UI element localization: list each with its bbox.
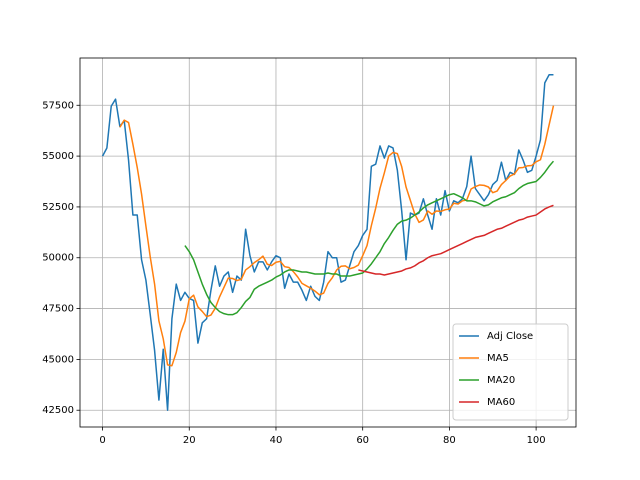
y-tick-label: 55000 bbox=[42, 151, 74, 162]
x-tick-label: 80 bbox=[443, 435, 456, 446]
series-line bbox=[119, 105, 555, 367]
legend-label: MA20 bbox=[487, 375, 515, 386]
y-tick-label: 42500 bbox=[42, 405, 74, 416]
series-line bbox=[101, 74, 554, 411]
legend-label: MA60 bbox=[487, 397, 515, 408]
y-tick-label: 57500 bbox=[42, 100, 74, 111]
series-line bbox=[358, 204, 554, 276]
y-tick-label: 45000 bbox=[42, 354, 74, 365]
x-tick-label: 100 bbox=[527, 435, 546, 446]
y-tick-label: 52500 bbox=[42, 202, 74, 213]
x-tick-label: 40 bbox=[270, 435, 283, 446]
x-tick-label: 60 bbox=[356, 435, 369, 446]
x-tick-label: 20 bbox=[183, 435, 196, 446]
y-tick-label: 47500 bbox=[42, 304, 74, 315]
legend: Adj Close MA5 MA20 MA60 bbox=[452, 323, 569, 421]
legend-label: Adj Close bbox=[487, 331, 533, 342]
legend-box bbox=[452, 323, 569, 421]
x-tick-label: 0 bbox=[99, 435, 105, 446]
series-line bbox=[184, 160, 555, 316]
legend-label: MA5 bbox=[487, 353, 509, 364]
plot-frame bbox=[79, 57, 577, 428]
y-tick-label: 50000 bbox=[42, 253, 74, 264]
